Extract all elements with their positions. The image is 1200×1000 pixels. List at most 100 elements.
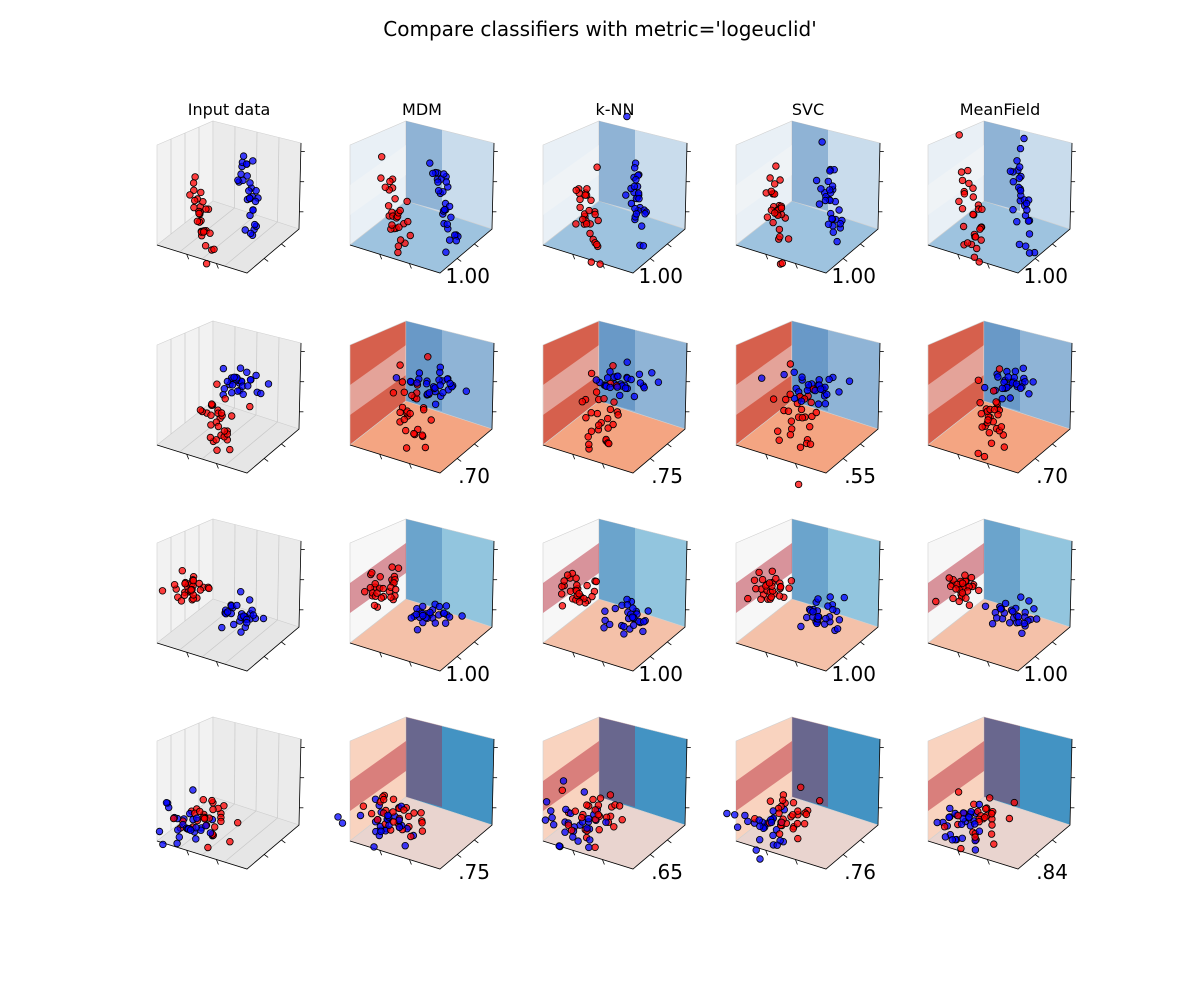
point-class-1 <box>440 170 448 178</box>
point-class-0 <box>604 414 612 423</box>
point-class-0 <box>189 179 198 187</box>
point-class-1 <box>250 220 259 229</box>
point-class-1 <box>744 817 752 826</box>
point-class-1 <box>814 612 822 621</box>
point-class-1 <box>975 827 984 835</box>
axis-edge <box>735 540 881 672</box>
point-class-1 <box>245 194 254 202</box>
decision-band <box>928 145 984 215</box>
point-class-1 <box>413 379 421 387</box>
axis-tick <box>860 243 865 248</box>
point-class-1 <box>233 601 241 610</box>
point-class-0 <box>782 395 790 404</box>
point-class-0 <box>777 818 786 826</box>
axis-tick <box>649 458 655 462</box>
point-class-0 <box>778 259 786 267</box>
point-class-1 <box>259 614 268 623</box>
point-class-0 <box>170 581 179 589</box>
axis-tick <box>409 661 412 667</box>
point-class-0 <box>784 235 793 243</box>
point-class-1 <box>755 816 763 824</box>
column-title-meanfield: MeanField <box>960 100 1041 119</box>
point-class-1 <box>824 602 832 610</box>
point-class-0 <box>373 589 381 597</box>
axis-tick <box>795 661 798 667</box>
point-class-0 <box>606 791 615 799</box>
point-class-0 <box>560 577 568 585</box>
point-class-1 <box>377 827 385 836</box>
column-title-input-data: Input data <box>188 100 271 119</box>
point-class-0 <box>960 190 969 198</box>
point-class-1 <box>442 248 450 256</box>
point-class-1 <box>436 368 444 377</box>
point-class-1 <box>435 602 444 611</box>
point-class-0 <box>199 796 207 804</box>
point-class-1 <box>230 373 238 381</box>
point-class-0 <box>786 431 795 439</box>
score-label: .75 <box>651 464 683 488</box>
axis-tick <box>572 254 576 260</box>
score-label: 1.00 <box>831 662 876 686</box>
column-title-svc: SVC <box>792 100 824 119</box>
point-class-1 <box>1006 167 1015 175</box>
axis-edge <box>735 342 881 474</box>
point-class-1 <box>601 607 609 615</box>
point-class-0 <box>201 241 210 250</box>
point-class-1 <box>821 196 830 205</box>
point-class-1 <box>431 400 440 408</box>
decision-band <box>984 519 1020 609</box>
point-class-1 <box>334 813 342 821</box>
point-class-0 <box>213 380 221 388</box>
point-class-0 <box>973 244 981 253</box>
score-label: .84 <box>1036 860 1068 884</box>
point-class-1 <box>829 605 837 614</box>
point-class-0 <box>784 407 793 415</box>
point-class-1 <box>249 611 257 619</box>
point-class-1 <box>1001 599 1010 608</box>
point-class-1 <box>1025 230 1034 238</box>
point-class-0 <box>417 809 425 817</box>
point-class-0 <box>775 225 784 234</box>
point-class-0 <box>210 823 219 831</box>
point-class-0 <box>196 406 205 414</box>
point-class-0 <box>940 823 949 831</box>
point-class-1 <box>621 384 630 392</box>
decision-band <box>543 145 599 215</box>
point-class-0 <box>217 817 225 826</box>
point-class-0 <box>396 408 404 417</box>
point-class-1 <box>439 389 447 397</box>
axis-tick <box>765 454 769 460</box>
axis-tick <box>860 839 865 844</box>
point-class-1 <box>1016 163 1024 171</box>
point-class-0 <box>965 179 973 188</box>
point-class-0 <box>955 197 963 206</box>
panel-1-1: .70 <box>349 320 498 488</box>
point-class-1 <box>384 811 392 820</box>
point-class-1 <box>1014 612 1023 621</box>
point-class-1 <box>845 377 854 385</box>
point-class-1 <box>246 229 255 238</box>
point-class-0 <box>405 812 413 821</box>
point-class-1 <box>206 829 215 837</box>
axis-tick <box>860 443 865 448</box>
point-class-0 <box>758 575 767 584</box>
point-class-1 <box>644 607 652 615</box>
axis-edge <box>156 540 302 672</box>
point-class-0 <box>388 221 396 229</box>
point-class-1 <box>186 826 195 834</box>
point-class-1 <box>639 242 648 250</box>
point-class-1 <box>803 613 811 622</box>
point-class-0 <box>806 440 815 448</box>
column-title-mdm: MDM <box>402 100 442 119</box>
point-class-1 <box>1030 605 1038 613</box>
point-class-1 <box>731 811 739 819</box>
decision-band <box>350 345 406 415</box>
grid-line <box>224 421 278 467</box>
point-class-1 <box>833 625 842 633</box>
point-class-1 <box>434 186 443 195</box>
point-class-0 <box>992 398 1000 406</box>
point-class-1 <box>780 370 788 379</box>
score-label: .75 <box>458 860 490 884</box>
decision-band <box>984 121 1020 211</box>
point-class-1 <box>826 186 834 194</box>
